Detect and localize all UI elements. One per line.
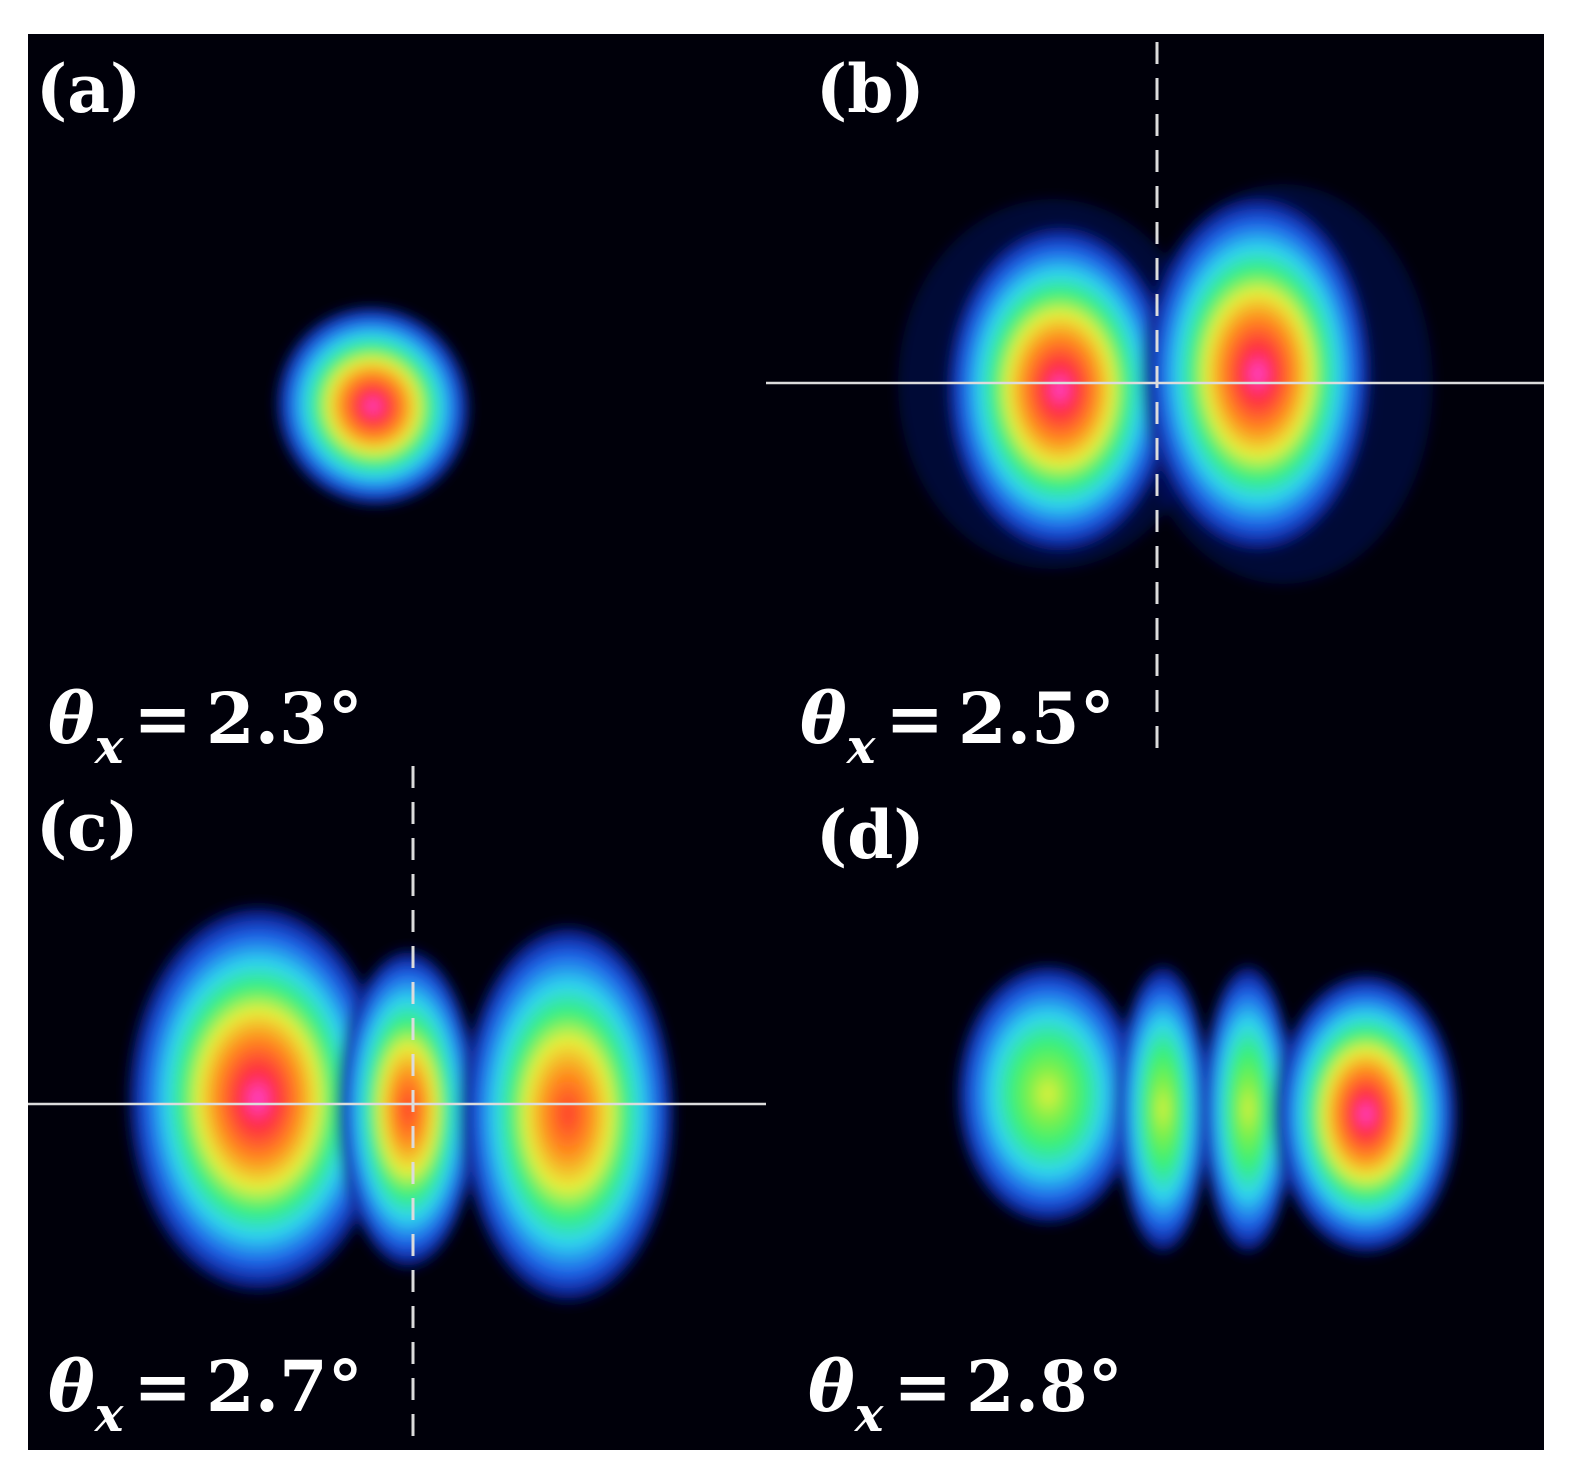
figure-canvas: (a) (b) (c) (d) θx = 2.3° θx = 2.5° θx = 2.7° … xyxy=(28,34,1544,1450)
panel-b-label: (b) xyxy=(816,50,925,128)
equals-sign: = xyxy=(133,677,192,760)
equals-sign: = xyxy=(133,1345,192,1428)
theta-value: 2.8° xyxy=(965,1345,1123,1428)
intensity-image xyxy=(28,34,1544,1450)
theta-symbol: θ xyxy=(48,677,95,760)
theta-symbol: θ xyxy=(800,677,847,760)
equals-sign: = xyxy=(885,677,944,760)
theta-subscript: x xyxy=(846,719,876,775)
theta-subscript: x xyxy=(94,1387,124,1443)
panel-c-beam xyxy=(123,899,678,1309)
theta-value: 2.5° xyxy=(957,677,1115,760)
theta-symbol: θ xyxy=(808,1345,855,1428)
panel-a-label: (a) xyxy=(36,50,142,128)
panel-d-beam xyxy=(953,959,1461,1259)
panel-d-label: (d) xyxy=(816,796,925,874)
panel-c-label: (c) xyxy=(36,788,139,866)
panel-c-guides xyxy=(28,766,766,1450)
theta-symbol: θ xyxy=(48,1345,95,1428)
theta-value: 2.7° xyxy=(205,1345,363,1428)
panel-a-beam xyxy=(272,302,474,510)
theta-subscript: x xyxy=(94,719,124,775)
panel-b-guides xyxy=(766,42,1544,754)
panel-d-angle-label: θx = 2.8° xyxy=(808,1352,1123,1440)
theta-subscript: x xyxy=(854,1387,884,1443)
equals-sign: = xyxy=(893,1345,952,1428)
panel-c-angle-label: θx = 2.7° xyxy=(48,1352,363,1440)
theta-value: 2.3° xyxy=(205,677,363,760)
panel-a-angle-label: θx = 2.3° xyxy=(48,684,363,772)
panel-b-angle-label: θx = 2.5° xyxy=(800,684,1115,772)
